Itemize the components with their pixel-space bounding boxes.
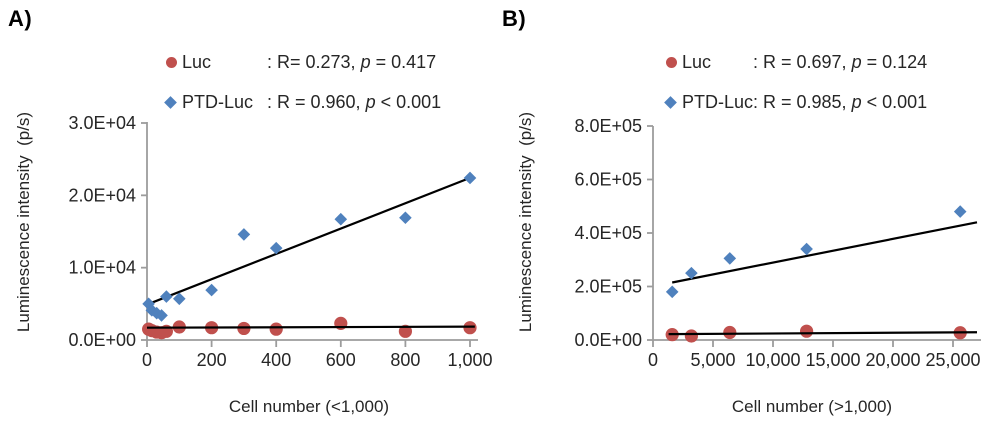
- x-tick-label: 25,000: [925, 350, 980, 370]
- trendline-luc: [146, 325, 475, 329]
- x-tick-label: 200: [197, 350, 227, 370]
- x-axis-title-panel-a: Cell number (<1,000): [228, 397, 390, 416]
- legend-label-ptd-luc: PTD-Luc: [182, 91, 254, 112]
- x-tick-label: 0: [648, 350, 658, 370]
- y-tick-label: 0.0E+00: [574, 330, 642, 350]
- stats-p: p: [851, 91, 862, 112]
- legend-stats-ptd-luc: : R = 0.960, p < 0.001: [267, 92, 441, 113]
- stats-p: p: [360, 51, 371, 72]
- data-point-ptd-luc: [205, 283, 218, 297]
- x-tick-label: 0: [142, 350, 152, 370]
- data-point-ptd-luc: [269, 241, 283, 255]
- y-axis-title-panel-b: Luminescence intensity (p/s): [516, 111, 535, 333]
- data-point-luc: [269, 322, 283, 336]
- stats-text: < 0.001: [375, 91, 442, 112]
- ptd-luc-diamond-icon: [164, 95, 182, 109]
- data-point-ptd-luc: [685, 266, 698, 280]
- y-tick-label: 6.0E+05: [574, 170, 642, 190]
- y-tick-label: 2.0E+05: [574, 277, 642, 297]
- data-point-ptd-luc: [334, 212, 348, 226]
- data-point-luc: [723, 325, 737, 340]
- data-point-ptd-luc: [142, 297, 155, 311]
- legend-label-luc: Luc: [682, 51, 712, 72]
- data-point-ptd-luc: [723, 252, 737, 265]
- luc-circle-icon: [166, 56, 182, 68]
- data-point-ptd-luc: [173, 292, 186, 306]
- stats-text: = 0.417: [370, 51, 437, 72]
- data-point-ptd-luc: [155, 309, 168, 322]
- trendline-ptd-luc: [146, 176, 473, 306]
- y-tick-label: 3.0E+04: [68, 113, 136, 133]
- x-tick-label: 800: [390, 350, 420, 370]
- x-tick-label: 15,000: [805, 350, 860, 370]
- legend-item-ptd-luc: PTD-Luc : R = 0.985, p < 0.001: [664, 82, 927, 122]
- legend-panel-a: Luc : R= 0.273, p = 0.417 PTD-Luc : R = …: [164, 42, 441, 122]
- stats-text: = 0.124: [861, 51, 928, 72]
- data-point-luc: [800, 324, 814, 338]
- y-axis-title-panel-a: Luminescence intensity (p/s): [14, 111, 33, 333]
- stats-text: : R = 0.697,: [753, 51, 852, 72]
- x-tick-label: 600: [326, 350, 356, 370]
- data-point-luc: [684, 329, 699, 343]
- data-point-ptd-luc: [665, 285, 679, 299]
- legend-item-luc: Luc : R= 0.273, p = 0.417: [166, 42, 441, 82]
- legend-stats-luc: : R = 0.697, p = 0.124: [753, 52, 927, 73]
- legend-stats-ptd-luc: : R = 0.985, p < 0.001: [753, 92, 927, 113]
- stats-p: p: [851, 51, 862, 72]
- legend-label-luc: Luc: [182, 51, 212, 72]
- y-tick-label: 4.0E+05: [574, 223, 642, 243]
- stats-text: : R = 0.960,: [267, 91, 366, 112]
- legend-label-ptd-luc: PTD-Luc: [682, 91, 754, 112]
- legend-stats-luc: : R= 0.273, p = 0.417: [267, 52, 436, 73]
- y-tick-label: 0.0E+00: [68, 330, 136, 350]
- legend-panel-b: Luc : R = 0.697, p = 0.124 PTD-Luc : R =…: [664, 42, 927, 122]
- data-point-ptd-luc: [800, 242, 813, 256]
- data-point-ptd-luc: [237, 228, 251, 241]
- legend-item-ptd-luc: PTD-Luc : R = 0.960, p < 0.001: [164, 82, 441, 122]
- data-point-ptd-luc: [953, 205, 967, 218]
- luc-marker: [166, 56, 177, 68]
- x-tick-label: 20,000: [865, 350, 920, 370]
- trendline-luc: [668, 331, 978, 336]
- panel-a-label: A): [8, 6, 33, 31]
- data-point-ptd-luc: [463, 171, 477, 185]
- ptd-luc-marker: [164, 95, 177, 109]
- data-point-ptd-luc: [150, 306, 163, 320]
- data-point-luc: [398, 324, 412, 338]
- y-tick-label: 2.0E+04: [68, 185, 136, 205]
- stats-p: p: [365, 91, 376, 112]
- panel-b-label: B): [502, 6, 527, 31]
- x-tick-label: 1,000: [447, 350, 492, 370]
- x-tick-label: 400: [261, 350, 291, 370]
- x-axis-title-panel-b: Cell number (>1,000): [731, 397, 893, 416]
- stats-text: : R= 0.273,: [267, 51, 361, 72]
- ptd-luc-diamond-icon: [664, 95, 682, 109]
- trendline-ptd-luc: [671, 221, 978, 284]
- x-tick-label: 10,000: [745, 350, 800, 370]
- stats-text: < 0.001: [861, 91, 928, 112]
- x-tick-label: 5,000: [690, 350, 735, 370]
- legend-item-luc: Luc : R = 0.697, p = 0.124: [666, 42, 927, 82]
- luc-circle-icon: [666, 56, 682, 68]
- data-point-ptd-luc: [399, 211, 412, 225]
- luc-marker: [666, 56, 677, 68]
- ptd-luc-marker: [664, 95, 677, 109]
- data-point-ptd-luc: [160, 290, 173, 303]
- y-tick-label: 1.0E+04: [68, 258, 136, 278]
- y-tick-label: 8.0E+05: [574, 116, 642, 136]
- stats-text: : R = 0.985,: [753, 91, 852, 112]
